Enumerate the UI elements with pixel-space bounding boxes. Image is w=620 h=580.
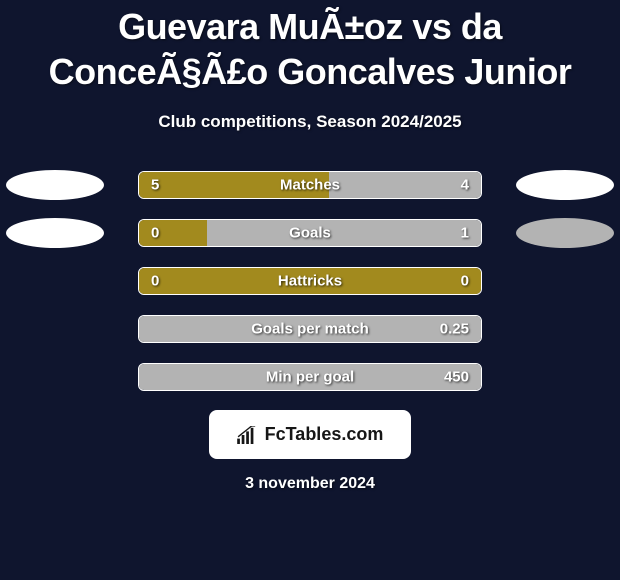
stat-value-right: 0.25	[440, 321, 469, 338]
bar-fill-right	[329, 172, 481, 198]
stat-row: 0 Hattricks 0	[0, 266, 620, 296]
logo-box: FcTables.com	[209, 410, 412, 459]
team-badge-left	[6, 170, 104, 200]
subtitle: Club competitions, Season 2024/2025	[158, 112, 461, 132]
spacer	[516, 314, 614, 344]
stat-label: Matches	[280, 177, 340, 194]
stats-area: 5 Matches 4 0 Goals 1 0 Hattricks 0 Goals per mat…	[0, 170, 620, 392]
stat-row: Goals per match 0.25	[0, 314, 620, 344]
spacer	[6, 362, 104, 392]
stat-label: Min per goal	[266, 369, 354, 386]
stat-value-left: 5	[151, 177, 159, 194]
stat-label: Goals	[289, 225, 331, 242]
page-title: Guevara MuÃ±oz vs da ConceÃ§Ã£o Goncalve…	[0, 4, 620, 94]
date-text: 3 november 2024	[245, 475, 375, 493]
stat-value-right: 450	[444, 369, 469, 386]
team-badge-left	[6, 218, 104, 248]
bar-fill-right	[207, 220, 481, 246]
stat-value-right: 0	[461, 273, 469, 290]
stat-bar: 0 Goals 1	[138, 219, 482, 247]
comparison-infographic: Guevara MuÃ±oz vs da ConceÃ§Ã£o Goncalve…	[0, 0, 620, 493]
spacer	[6, 266, 104, 296]
stat-value-left: 0	[151, 273, 159, 290]
stat-value-right: 1	[461, 225, 469, 242]
stat-bar: 5 Matches 4	[138, 171, 482, 199]
spacer	[516, 266, 614, 296]
stat-bar: Min per goal 450	[138, 363, 482, 391]
team-badge-right	[516, 170, 614, 200]
stat-bar: Goals per match 0.25	[138, 315, 482, 343]
team-badge-right	[516, 218, 614, 248]
bar-fill-left	[139, 220, 207, 246]
logo-text: FcTables.com	[265, 424, 384, 445]
stat-row: Min per goal 450	[0, 362, 620, 392]
spacer	[6, 314, 104, 344]
stat-row: 0 Goals 1	[0, 218, 620, 248]
spacer	[516, 362, 614, 392]
stat-label: Goals per match	[251, 321, 369, 338]
stat-label: Hattricks	[278, 273, 342, 290]
stat-value-left: 0	[151, 225, 159, 242]
stat-row: 5 Matches 4	[0, 170, 620, 200]
stat-bar: 0 Hattricks 0	[138, 267, 482, 295]
stat-value-right: 4	[461, 177, 469, 194]
bar-chart-icon	[237, 426, 259, 444]
